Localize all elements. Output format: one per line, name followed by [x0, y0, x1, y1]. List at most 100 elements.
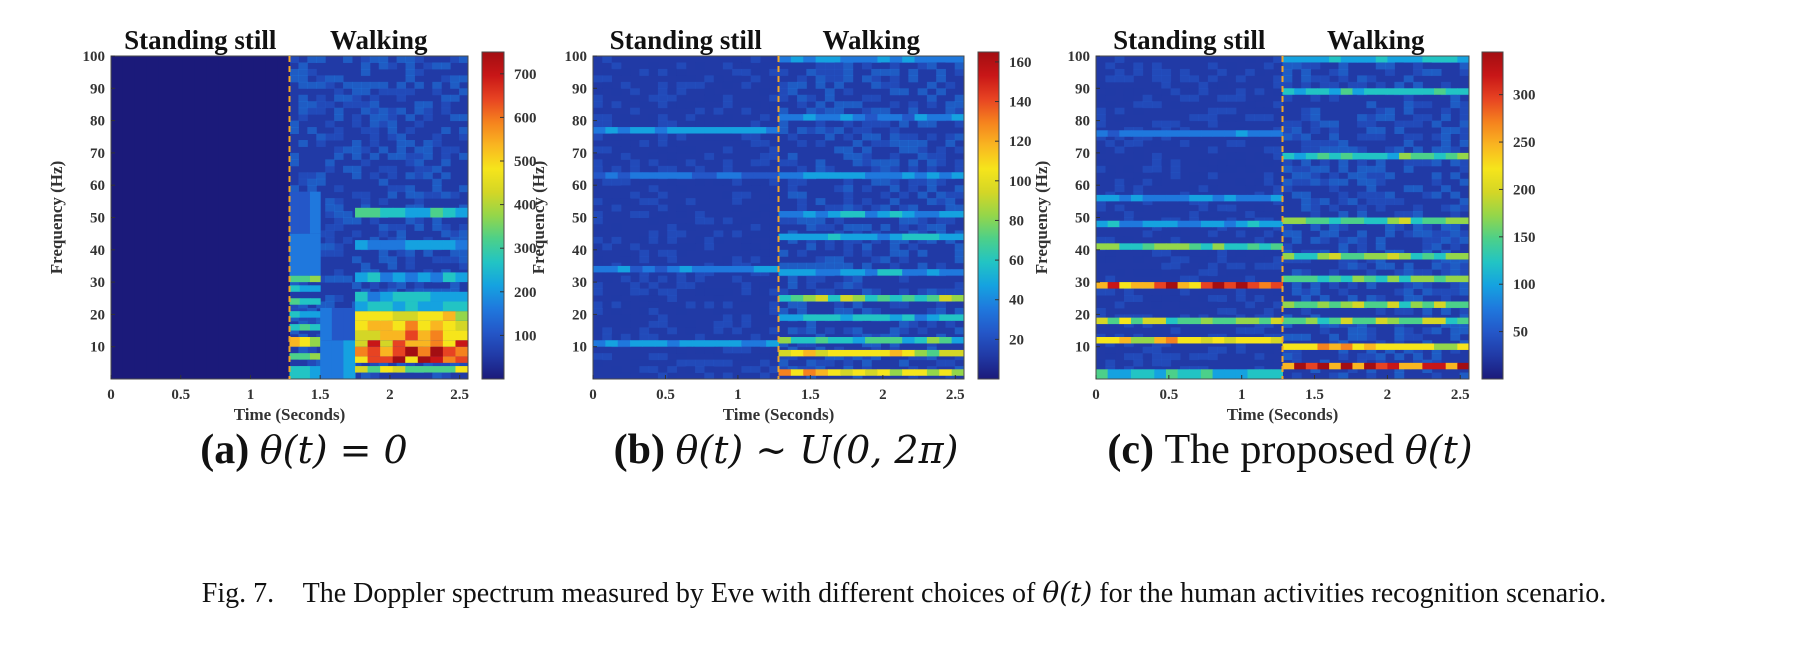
heatmap-cell [1245, 68, 1256, 76]
heatmap-cell [787, 275, 798, 283]
heatmap-cell [593, 353, 603, 361]
heatmap-band [405, 340, 419, 347]
heatmap-band [430, 240, 444, 250]
heatmap-cell [1179, 75, 1190, 83]
heatmap-cell [806, 327, 817, 335]
heatmap-band [852, 211, 866, 218]
heatmap-cell [695, 107, 705, 115]
heatmap-cell [722, 223, 733, 231]
heatmap-cell [334, 198, 344, 206]
heatmap-cell [1254, 94, 1265, 102]
heatmap-band [1317, 217, 1330, 224]
heatmap-cell [852, 236, 863, 244]
heatmap-cell [880, 191, 891, 199]
heatmap-cell [769, 327, 779, 335]
heatmap-cell [824, 68, 835, 76]
heatmap-cell [1161, 236, 1172, 244]
heatmap-cell [722, 159, 733, 167]
heatmap-cell [861, 146, 872, 154]
heatmap-band [1224, 220, 1237, 228]
heatmap-band [902, 337, 916, 344]
heatmap-cell [1151, 68, 1162, 76]
heatmap-cell [945, 198, 956, 206]
heatmap-cell [1207, 172, 1218, 180]
heatmap-cell [630, 269, 640, 277]
heatmap-cell [1357, 327, 1367, 335]
heatmap-cell [936, 191, 946, 199]
heatmap-band [1317, 56, 1330, 63]
y-axis-label: Frequency (Hz) [529, 161, 548, 274]
heatmap-cell [778, 81, 789, 89]
heatmap-band [827, 369, 841, 376]
heatmap-cell [1431, 178, 1442, 186]
heatmap-cell [695, 333, 705, 341]
heatmap-cell [1151, 295, 1162, 302]
heatmap-cell [685, 146, 696, 154]
heatmap-cell [1170, 295, 1181, 302]
heatmap-band [902, 211, 916, 218]
heatmap-cell [1217, 307, 1228, 315]
heatmap-band [679, 265, 693, 273]
heatmap-cell [593, 114, 603, 122]
heatmap-cell [1170, 327, 1181, 335]
heatmap-cell [648, 366, 659, 374]
heatmap-cell [871, 178, 882, 186]
heatmap-cell [1422, 223, 1433, 231]
heatmap-cell [889, 68, 900, 76]
heatmap-cell [1403, 211, 1414, 218]
heatmap-cell [704, 346, 715, 354]
heatmap-cell [843, 191, 854, 199]
heatmap-cell [1207, 301, 1218, 309]
heatmap-band [815, 349, 829, 357]
heatmap-cell [298, 107, 308, 115]
heatmap-cell [1329, 320, 1339, 328]
heatmap-cell [298, 94, 308, 102]
heatmap-cell [639, 198, 650, 206]
heatmap-cell [1441, 307, 1451, 315]
heatmap-cell [1413, 230, 1423, 238]
heatmap-cell [316, 301, 326, 309]
heatmap-cell [1198, 211, 1209, 218]
heatmap-cell [806, 275, 817, 283]
heatmap-cell [695, 346, 705, 354]
heatmap-cell [378, 198, 389, 206]
heatmap-band [1422, 253, 1435, 260]
heatmap-cell [1375, 198, 1386, 206]
heatmap-cell [741, 191, 752, 199]
heatmap-cell [954, 62, 965, 70]
heatmap-band [593, 265, 606, 273]
heatmap-cell [630, 191, 640, 199]
heatmap-cell [1375, 133, 1386, 141]
heatmap-cell [1301, 146, 1311, 154]
heatmap-cell [843, 353, 854, 361]
heatmap-cell [1329, 269, 1339, 277]
heatmap-cell [1217, 346, 1228, 354]
heatmap-cell [423, 107, 433, 115]
heatmap-cell [667, 68, 677, 76]
heatmap-cell [325, 165, 335, 173]
heatmap-band [230, 56, 243, 379]
heatmap-band [1294, 152, 1307, 160]
heatmap-band [939, 211, 953, 218]
heatmap-cell [1123, 88, 1134, 96]
heatmap-cell [815, 159, 826, 167]
heatmap-cell [1114, 301, 1125, 309]
heatmap-band [889, 314, 903, 321]
heatmap-band [840, 314, 854, 321]
heatmap-cell [1245, 56, 1256, 63]
heatmap-band [1200, 243, 1214, 250]
heatmap-cell [852, 204, 863, 212]
heatmap-band [1329, 253, 1342, 260]
heatmap-cell [1226, 139, 1237, 147]
heatmap-cell [676, 185, 687, 193]
heatmap-cell [1207, 249, 1218, 257]
heatmap-cell [741, 353, 752, 361]
heatmap-band [803, 369, 817, 376]
heatmap-cell [917, 152, 928, 160]
heatmap-cell [1366, 353, 1377, 361]
heatmap-cell [1263, 320, 1274, 328]
heatmap-band [1247, 337, 1260, 344]
heatmap-cell [1133, 139, 1144, 147]
heatmap-band [778, 233, 792, 241]
heatmap-band [1329, 56, 1342, 63]
